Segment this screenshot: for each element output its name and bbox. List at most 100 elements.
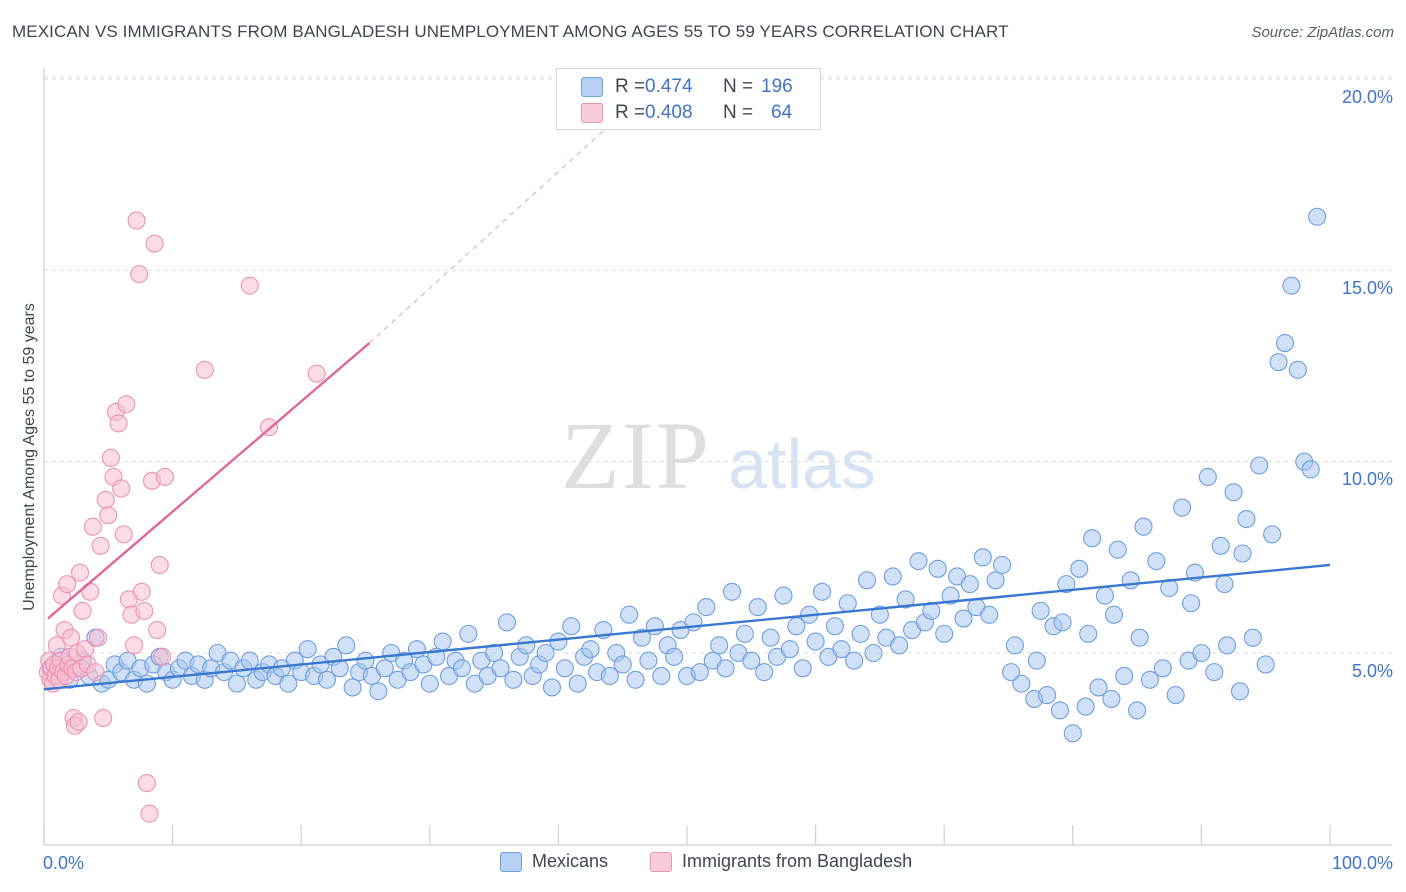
mexicans-point [1147,552,1166,571]
r-label: R = [615,76,646,97]
mexicans-point [890,636,909,655]
legend-label: Mexicans [532,851,609,871]
mexicans-point [517,636,536,655]
svg-text:ZIP: ZIP [561,402,711,509]
mexicans-point [491,659,510,678]
mexicans-point [774,586,793,605]
mexicans-point [1237,510,1256,529]
mexicans-point [710,636,729,655]
mexicans-point [375,659,394,678]
mexicans-point [1128,701,1147,720]
bangladesh-point [150,555,169,575]
bangladesh-point [94,709,113,728]
mexicans-point [1027,651,1046,670]
mexicans-point [1108,540,1127,559]
mexicans-point [825,617,844,636]
svg-text:atlas: atlas [728,425,876,503]
mexicans-point [1057,575,1076,594]
mexicans-point [1089,678,1108,697]
mexicans-point [838,594,857,613]
mexicans-point [993,555,1012,575]
mexicans-point [735,624,754,643]
mexicans-point [806,632,825,651]
bangladesh-point [130,265,149,284]
mexicans-point [1153,659,1172,678]
mexicans-point [1002,663,1021,682]
mexicans-point [1215,575,1234,594]
mexicans-point [755,663,774,682]
mexicans-point [1233,544,1252,563]
mexicans-point [973,548,992,567]
mexicans-point [497,613,517,632]
mexicans-point [665,647,684,666]
mexicans-point [832,640,851,659]
x-tick-label-max: 100.0% [1331,853,1393,873]
mexicans-point [1079,624,1098,643]
mexicans-point [960,575,979,594]
mexicans-point [1173,498,1192,517]
bangladesh-point [114,525,133,544]
bangladesh-point [117,395,136,414]
legend-label: Immigrants from Bangladesh [682,851,913,871]
bangladesh-point [86,663,105,682]
mexicans-point [1198,467,1217,487]
mexicans-point [928,559,947,578]
mexicans-point [1288,360,1307,379]
bangladesh-point [112,479,131,498]
bangladesh-point [137,774,156,793]
mexicans-point [870,605,889,624]
mexicans-point [1038,686,1057,705]
mexicans-point [1224,483,1243,502]
r-value: 0.408 [645,102,693,123]
mexicans-point [343,678,362,697]
mexicans-point [555,659,574,678]
mexicans-point [1140,670,1160,689]
mexicans-point [652,666,671,686]
bangladesh-trend-line [47,342,371,620]
mexicans-point [851,624,870,643]
mexicans-point [1211,536,1230,555]
n-label: N = [723,102,754,123]
mexicans-point [542,678,562,697]
bangladesh-point [69,712,88,731]
mexicans-point [1263,525,1282,544]
y-tick-label-15: 15.0% [1341,278,1393,298]
mexicans-point [1256,655,1275,674]
mexicans-point [742,651,761,670]
mexicans-point [562,617,581,636]
bangladesh-point [58,575,77,594]
mexicans-point [1250,456,1269,475]
mexicans-point [1102,689,1121,708]
bangladesh-point [307,364,326,383]
bangladesh-point [155,467,174,487]
mexicans-point [980,605,999,624]
mexicans-point [356,651,375,670]
mexicans-point [536,643,555,663]
mexicans-point [1121,571,1140,590]
mexicans-point [1070,559,1089,578]
mexicans-point [613,655,632,674]
axes [43,68,1392,846]
y-tick-label-5: 5.0% [1351,661,1393,681]
mexicans-point [369,682,388,701]
mexicans-point [1053,613,1072,632]
mexicans-point [1031,601,1050,620]
mexicans-point [1205,663,1224,682]
bangladesh-point [109,414,128,433]
bangladesh-point [73,601,92,620]
mexicans-point [337,636,356,655]
mexicans-point [1230,682,1250,701]
mexicans-point [812,582,832,601]
bangladesh-point [132,582,151,601]
mexicans-point [864,643,883,663]
mexicans-point [1243,628,1262,647]
mexicans-point [279,674,298,693]
n-value: 64 [771,102,793,123]
mexicans-point [1192,643,1211,663]
n-label: N = [723,76,754,97]
mexicans-point [626,670,645,689]
mexicans-point [883,567,902,586]
mexicans-point [909,552,928,571]
mexicans-point [1012,674,1031,693]
